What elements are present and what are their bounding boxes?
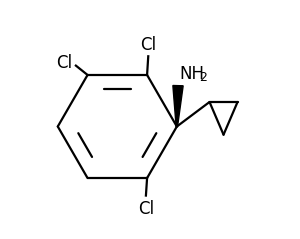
Text: NH: NH: [179, 65, 204, 83]
Text: Cl: Cl: [140, 36, 156, 54]
Text: Cl: Cl: [56, 54, 72, 72]
Polygon shape: [173, 86, 183, 126]
Text: 2: 2: [199, 71, 207, 84]
Text: Cl: Cl: [138, 200, 154, 218]
